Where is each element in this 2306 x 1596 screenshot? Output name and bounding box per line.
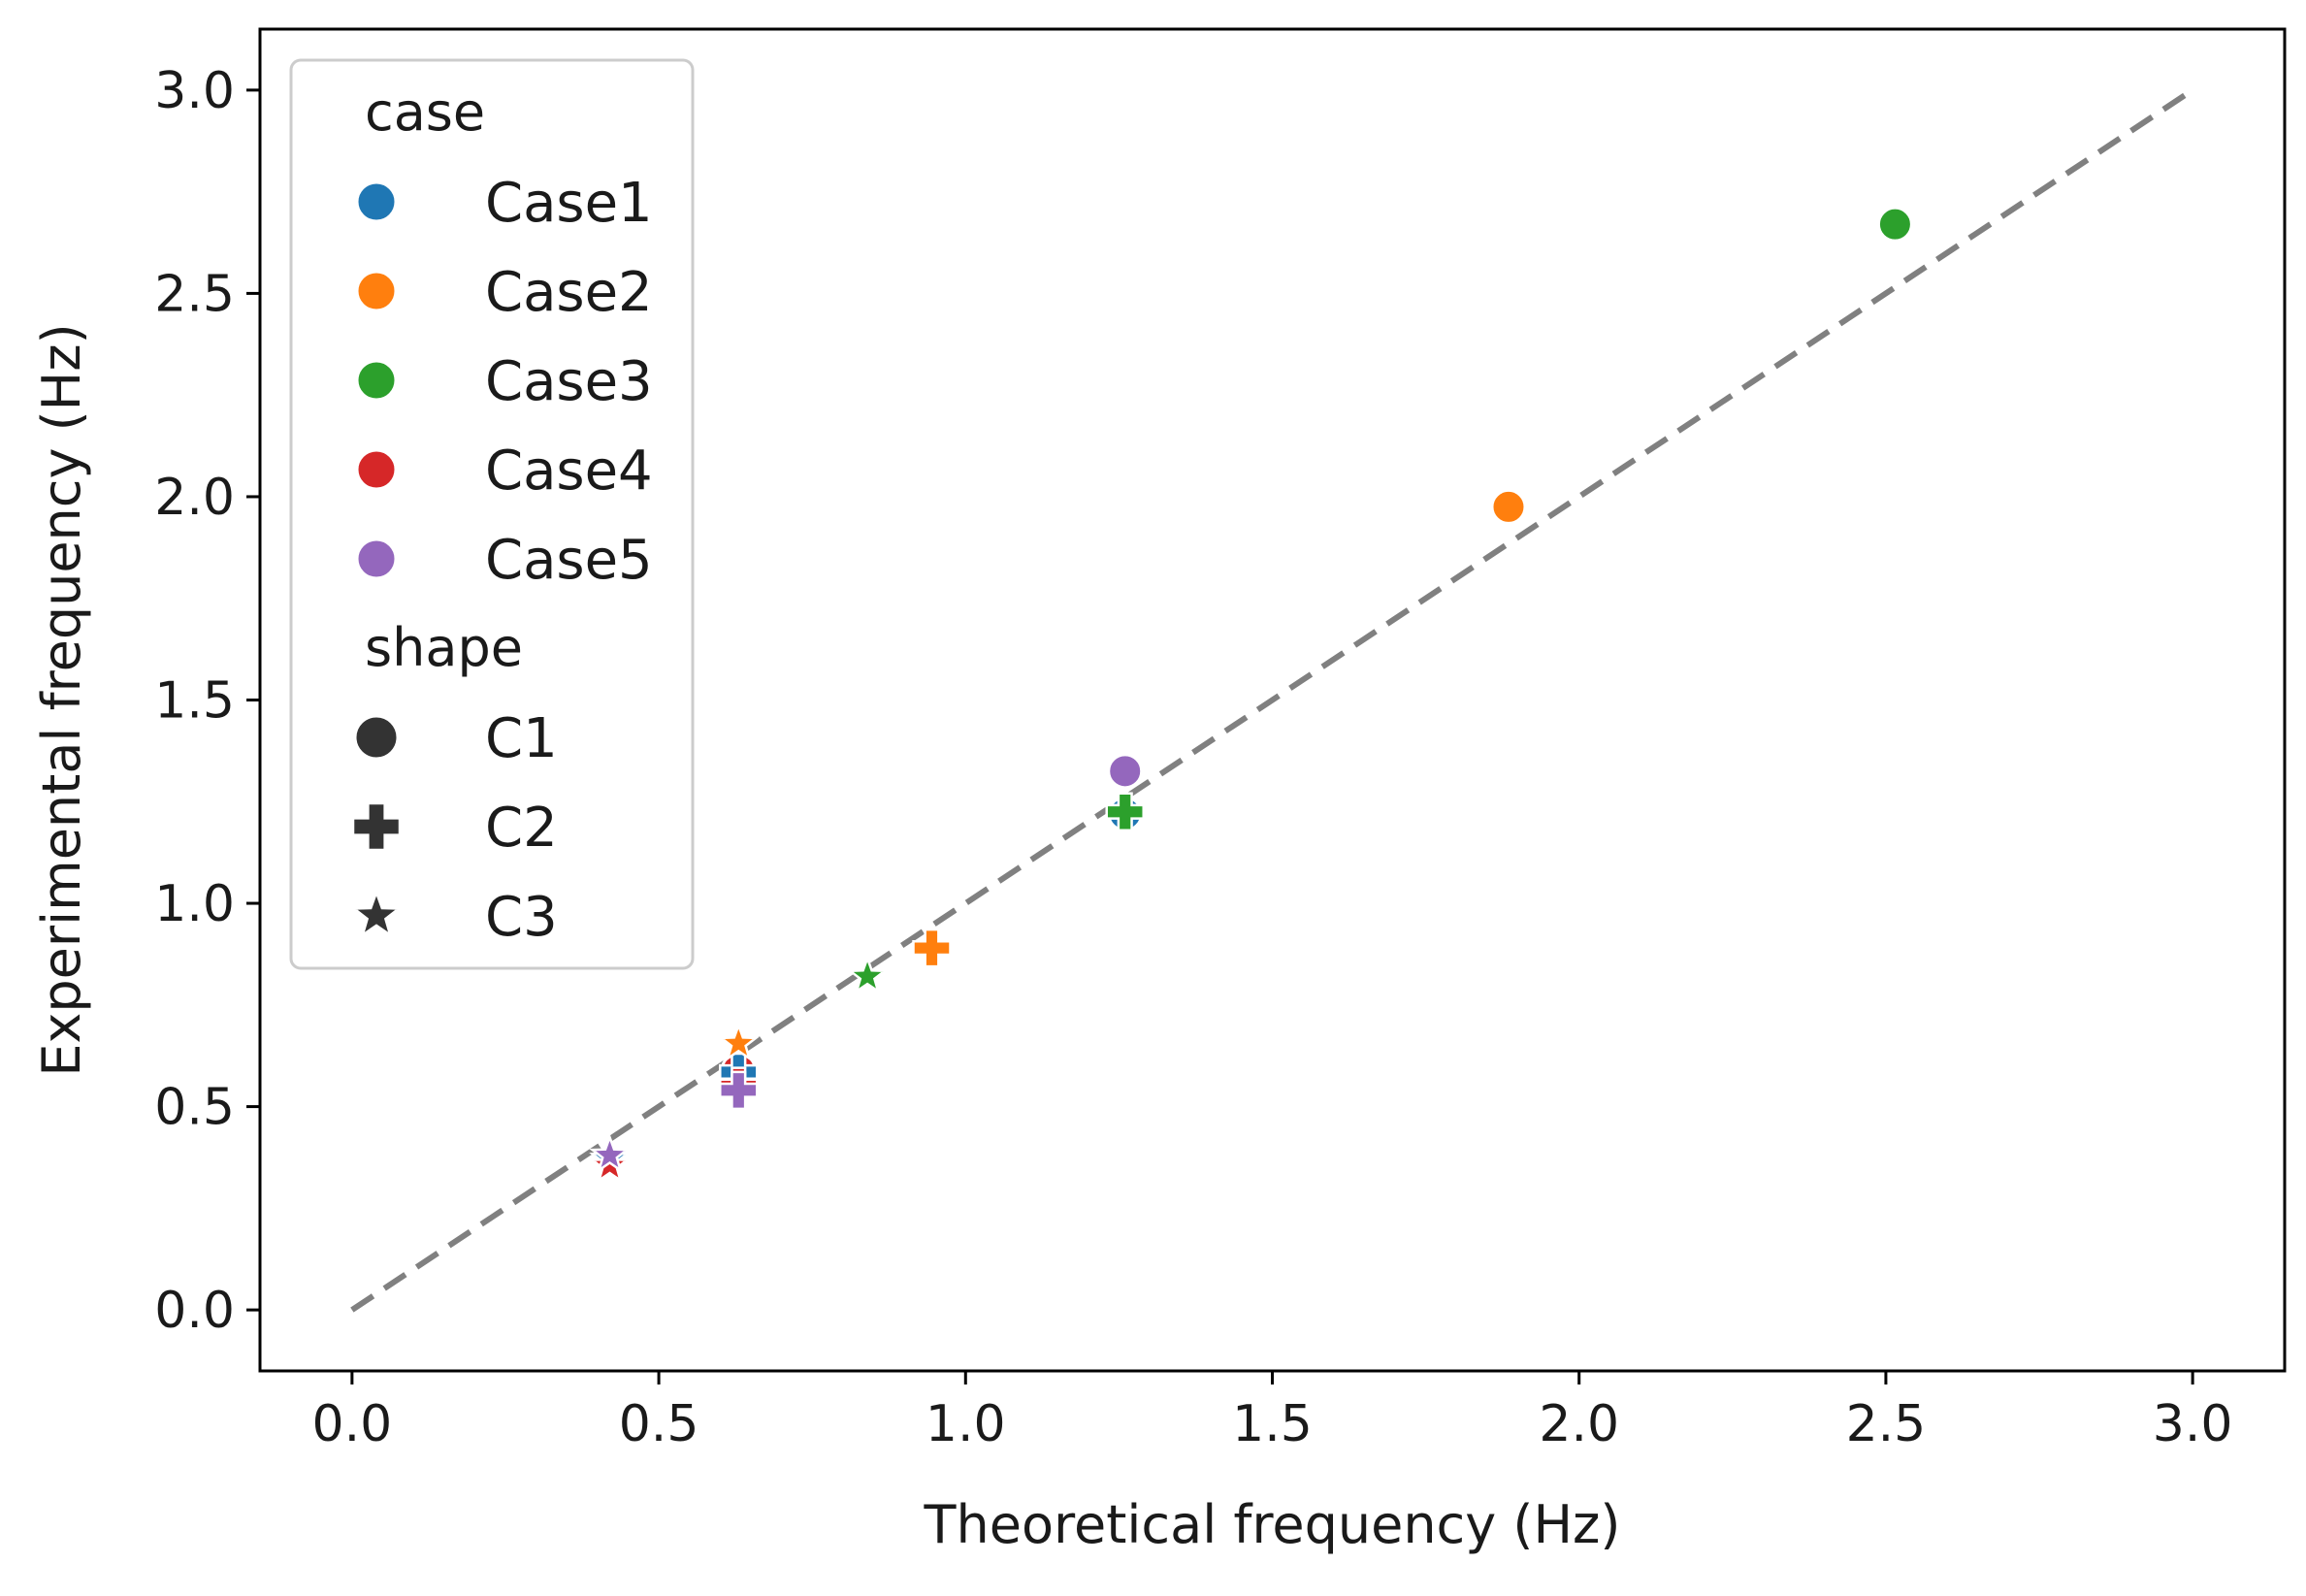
legend-label-case1: Case1: [485, 172, 653, 235]
x-tick-label: 1.0: [926, 1395, 1006, 1453]
y-tick-label: 0.5: [154, 1079, 235, 1137]
legend-label-c2: C2: [485, 797, 558, 860]
x-tick-label: 3.0: [2153, 1395, 2233, 1453]
reference-line: [350, 87, 2194, 1313]
legend-label-c3: C3: [485, 886, 558, 949]
reference-line-group: [350, 87, 2194, 1313]
data-point-case2-c3: [718, 1022, 760, 1061]
y-tick-label: 3.0: [154, 62, 235, 120]
legend-swatch-case2: [355, 270, 398, 312]
y-tick-label: 2.0: [154, 469, 235, 527]
x-tick-label: 2.0: [1539, 1395, 1619, 1453]
legend-label-case4: Case4: [485, 440, 653, 503]
data-points-group: [589, 206, 1913, 1184]
legend-marker-c3: [350, 889, 403, 938]
legend-swatch-case5: [355, 537, 398, 580]
legend-swatch-case3: [355, 359, 398, 402]
legend-case-title: case: [365, 81, 485, 143]
x-axis-label: Theoretical frequency (Hz): [924, 1494, 1621, 1555]
legend-shape-title: shape: [365, 617, 523, 678]
data-point-case5-c3: [589, 1133, 631, 1173]
data-point-case3-c3: [846, 955, 889, 994]
data-point-case3-c2: [1105, 792, 1145, 831]
legend-label-case2: Case2: [485, 261, 653, 324]
legend-swatch-case4: [355, 448, 398, 491]
legend-label-case3: Case3: [485, 350, 653, 413]
y-tick-label: 2.5: [154, 265, 235, 323]
axes-group: 0.0 0.5 1.0 1.5 2.0 2.5 3.0 0.0 0.5 1.0 1.5 2.0 2.5 3…: [154, 27, 2287, 1453]
data-point-case5-c2: [719, 1070, 759, 1111]
legend-marker-c2: [351, 801, 402, 852]
data-point-case2-c2: [912, 928, 952, 968]
x-tick-label: 0.0: [312, 1395, 393, 1453]
legend-label-case5: Case5: [485, 529, 653, 592]
data-point-case3-c1: [1876, 206, 1913, 243]
x-tick-label: 0.5: [619, 1395, 699, 1453]
legend-marker-c1: [353, 714, 400, 761]
data-point-case2-c1: [1490, 488, 1527, 525]
legend-swatch-case1: [355, 180, 398, 223]
y-tick-label: 1.0: [154, 875, 235, 933]
legend-label-c1: C1: [485, 707, 558, 770]
y-tick-label: 0.0: [154, 1282, 235, 1340]
y-axis-label: Experimental frequency (Hz): [31, 323, 92, 1076]
y-tick-label: 1.5: [154, 672, 235, 731]
x-tick-label: 1.5: [1232, 1395, 1313, 1453]
data-point-case5-c1: [1107, 753, 1144, 790]
x-tick-label: 2.5: [1846, 1395, 1927, 1453]
